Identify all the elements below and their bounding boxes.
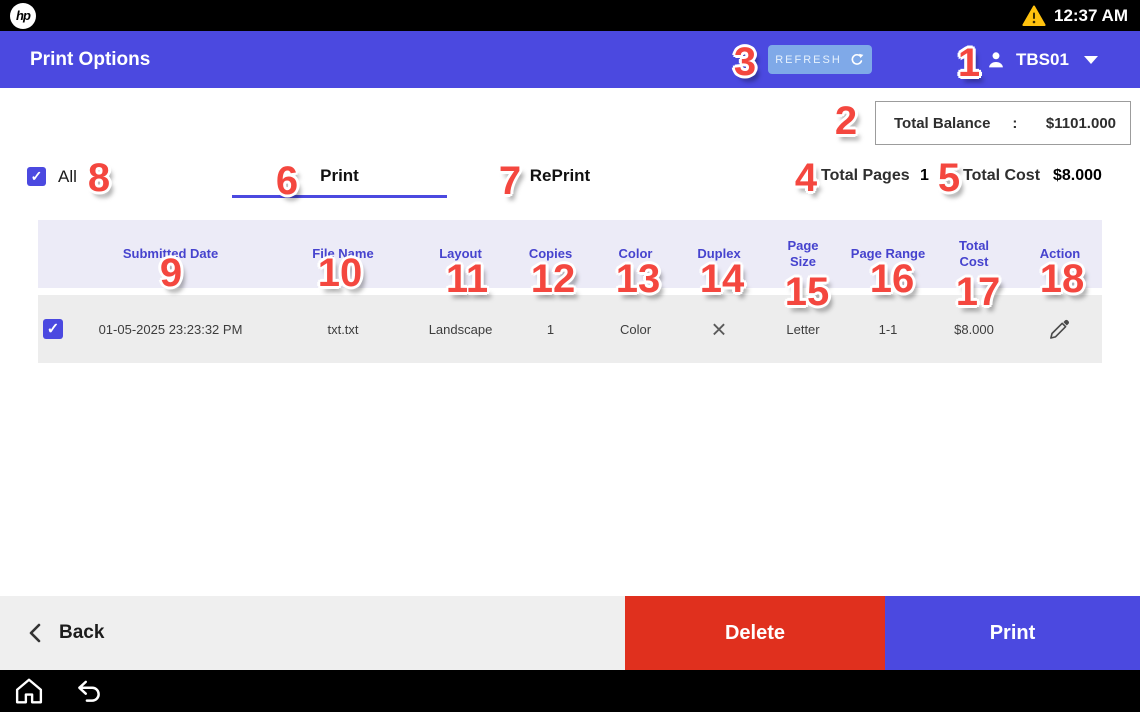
cell-submitted-date: 01-05-2025 23:23:32 PM [98,321,243,337]
bottom-nav-bar [0,670,1140,712]
annotation-5: 5 [937,156,961,200]
delete-button[interactable]: Delete [625,596,885,670]
chevron-down-icon [1083,55,1098,64]
column-header-duplex: Duplex [697,245,741,261]
tab-print[interactable]: Print [232,159,447,198]
home-icon[interactable] [14,676,44,706]
user-name: TBS01 [1016,49,1069,69]
column-header-submitted-date: Submitted Date [122,245,219,261]
user-menu[interactable]: TBS01 [985,31,1098,88]
row-checkbox[interactable] [43,319,63,339]
column-header-total-cost: Total Cost [958,237,990,269]
total-pages-value: 1 [920,167,929,184]
cell-page-size: Letter [786,321,820,337]
header-checkbox-spacer [38,220,68,288]
cell-layout: Landscape [428,321,493,337]
duplex-cross-icon: × [711,314,727,344]
total-balance-box: Total Balance : $1101.000 [875,101,1131,145]
back-button[interactable]: Back [0,596,625,670]
edit-icon[interactable] [1048,317,1072,341]
cell-copies: 1 [546,321,555,337]
select-all-checkbox[interactable] [27,167,46,186]
refresh-icon [849,52,865,68]
total-cost-label: Total Cost [963,167,1041,184]
back-button-label: Back [59,622,105,643]
total-pages-label: Total Pages [821,167,910,184]
column-header-layout: Layout [439,245,482,261]
tab-reprint[interactable]: RePrint [500,159,620,198]
total-balance-separator: : [1012,114,1018,132]
total-balance-label: Total Balance [894,114,991,132]
table-header: Submitted Date File Name Layout Copies C… [38,220,1102,288]
app-header: Print Options REFRESH TBS01 [0,31,1140,88]
cell-file-name: txt.txt [327,321,359,337]
select-all-label: All [58,167,77,186]
column-header-page-size: Page Size [787,237,819,269]
cell-total-cost: $8.000 [954,321,994,337]
total-cost-value: $8.000 [1053,167,1102,184]
refresh-button[interactable]: REFRESH [768,45,872,74]
tab-print-label: Print [320,166,359,185]
clock: 12:37 AM [1053,5,1128,25]
column-header-page-range: Page Range [850,245,926,261]
total-balance-value: $1101.000 [1045,114,1116,132]
refresh-button-label: REFRESH [775,53,842,66]
person-icon [985,49,1007,71]
table-row: 01-05-2025 23:23:32 PM txt.txt Landscape… [38,295,1102,363]
nav-back-icon[interactable] [74,676,104,706]
annotation-2: 2 [834,99,858,143]
chevron-left-icon [25,621,45,645]
cell-color: Color [619,321,652,337]
footer-bar: Back Delete Print [0,596,1140,670]
column-header-copies: Copies [528,245,573,261]
column-header-action: Action [1039,245,1081,261]
print-button[interactable]: Print [885,596,1140,670]
status-bar: hp 12:37 AM [0,0,1140,31]
column-header-file-name: File Name [312,245,374,261]
column-header-color: Color [618,245,653,261]
hp-logo: hp [10,2,36,29]
tab-reprint-label: RePrint [529,166,591,185]
warning-icon [1022,5,1046,27]
annotation-4: 4 [794,156,818,200]
page-title: Print Options [30,48,151,70]
cell-page-range: 1-1 [878,321,898,337]
annotation-8: 8 [87,156,111,200]
